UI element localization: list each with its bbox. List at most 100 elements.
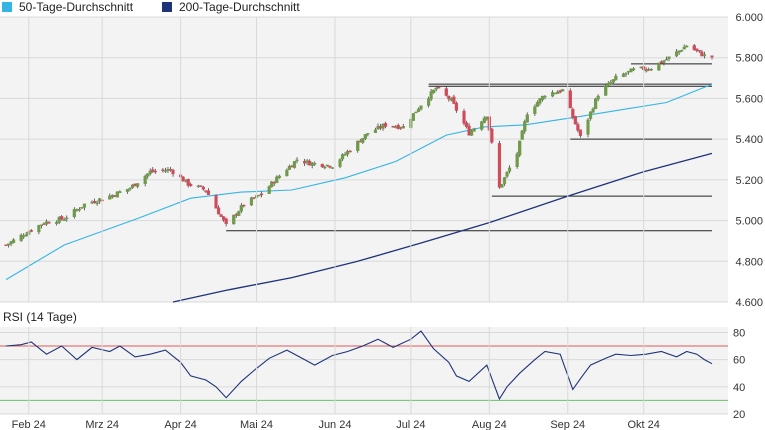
candle-up — [525, 114, 529, 123]
candle-up — [77, 209, 81, 211]
candle-down — [571, 108, 575, 118]
legend-swatch-ma50 — [2, 2, 12, 12]
rsi-panel-title: RSI (14 Tage) — [3, 310, 77, 324]
candle-up — [523, 121, 527, 132]
candle-down — [4, 244, 8, 247]
candle-up — [507, 167, 512, 172]
candle-down — [710, 55, 714, 58]
candle-up — [540, 95, 545, 101]
candle-up — [429, 91, 433, 100]
candle-up — [535, 102, 539, 107]
candle-down — [383, 123, 388, 127]
candle-up — [472, 128, 476, 132]
candle-down — [189, 184, 193, 186]
rsi-axis: 20 40 60 80 — [733, 327, 745, 421]
candle-up — [685, 45, 689, 48]
candle-down — [558, 90, 562, 93]
date-gridlines — [28, 17, 645, 414]
candle-up — [366, 133, 370, 135]
candle-up — [287, 165, 292, 170]
date-tick-label: Jul 24 — [396, 419, 425, 430]
candle-down — [242, 204, 246, 207]
candle-up — [6, 243, 11, 246]
candle-up — [128, 188, 132, 190]
candle-up — [596, 95, 600, 100]
candle-up — [343, 153, 347, 156]
candle-up — [249, 197, 254, 206]
candle-up — [586, 119, 590, 135]
candle-up — [518, 140, 522, 156]
candle-up — [57, 217, 61, 223]
candle-up — [419, 105, 423, 110]
candle-down — [490, 128, 494, 143]
candle-down — [396, 125, 400, 129]
candle-down — [201, 186, 205, 190]
candle-down — [464, 122, 469, 127]
candle-up — [130, 184, 135, 189]
candle-up — [295, 159, 299, 162]
candle-down — [437, 86, 441, 89]
candle-up — [125, 188, 130, 192]
candle-down — [224, 218, 228, 224]
candle-up — [416, 108, 421, 112]
candle-up — [270, 181, 274, 188]
candle-down — [578, 129, 583, 136]
candle-down — [219, 214, 223, 217]
date-tick-label: Mai 24 — [240, 419, 273, 430]
candle-up — [561, 89, 565, 92]
candle-up — [239, 205, 243, 212]
candle-up — [680, 50, 684, 52]
candle-up — [667, 56, 671, 59]
candle-up — [470, 130, 474, 136]
price-tick-label: 5.200 — [735, 175, 763, 187]
candle-up — [411, 113, 416, 121]
candle-up — [24, 234, 28, 237]
candle-up — [657, 62, 661, 71]
candle-down — [252, 197, 256, 199]
candle-up — [135, 183, 140, 187]
candle-up — [682, 46, 686, 50]
date-tick-label: Apr 24 — [164, 419, 196, 430]
price-gridlines — [0, 16, 728, 303]
candle-down — [222, 216, 226, 221]
ma50-line — [5, 83, 713, 281]
candle-up — [22, 235, 26, 238]
candle-down — [692, 45, 696, 51]
date-tick-label: Sep 24 — [550, 419, 585, 430]
candle-down — [320, 163, 324, 168]
candle-up — [275, 176, 279, 184]
rsi-tick-label: 40 — [733, 382, 745, 394]
candle-down — [259, 193, 264, 196]
candle-up — [621, 73, 626, 77]
candle-up — [629, 68, 633, 73]
candle-up — [614, 75, 618, 80]
candle-up — [674, 51, 679, 57]
candle-down — [153, 170, 157, 173]
candle-up — [118, 191, 122, 194]
candle-up — [325, 164, 329, 167]
candle-down — [199, 185, 203, 187]
candle-down — [186, 178, 190, 186]
candle-up — [37, 225, 41, 233]
candle-down — [214, 195, 218, 209]
candle-up — [480, 121, 484, 130]
date-tick-label: Feb 24 — [12, 419, 46, 430]
candle-up — [500, 184, 504, 188]
candle-up — [533, 106, 537, 114]
candle-up — [593, 98, 598, 109]
date-tick-label: Mrz 24 — [85, 419, 119, 430]
candle-up — [515, 153, 519, 167]
rsi-tick-label: 60 — [733, 355, 745, 367]
candle-up — [277, 175, 281, 179]
price-tick-label: 5.000 — [735, 216, 763, 228]
rsi-tick-label: 80 — [733, 327, 745, 339]
candle-down — [444, 88, 448, 96]
candle-down — [171, 169, 175, 175]
candle-up — [346, 150, 350, 155]
candle-up — [538, 98, 542, 104]
candle-up — [72, 209, 76, 218]
candle-down — [454, 102, 459, 111]
candle-up — [520, 130, 524, 140]
legend: 50-Tage-Durchschnitt 200-Tage-Durchschni… — [2, 0, 300, 14]
